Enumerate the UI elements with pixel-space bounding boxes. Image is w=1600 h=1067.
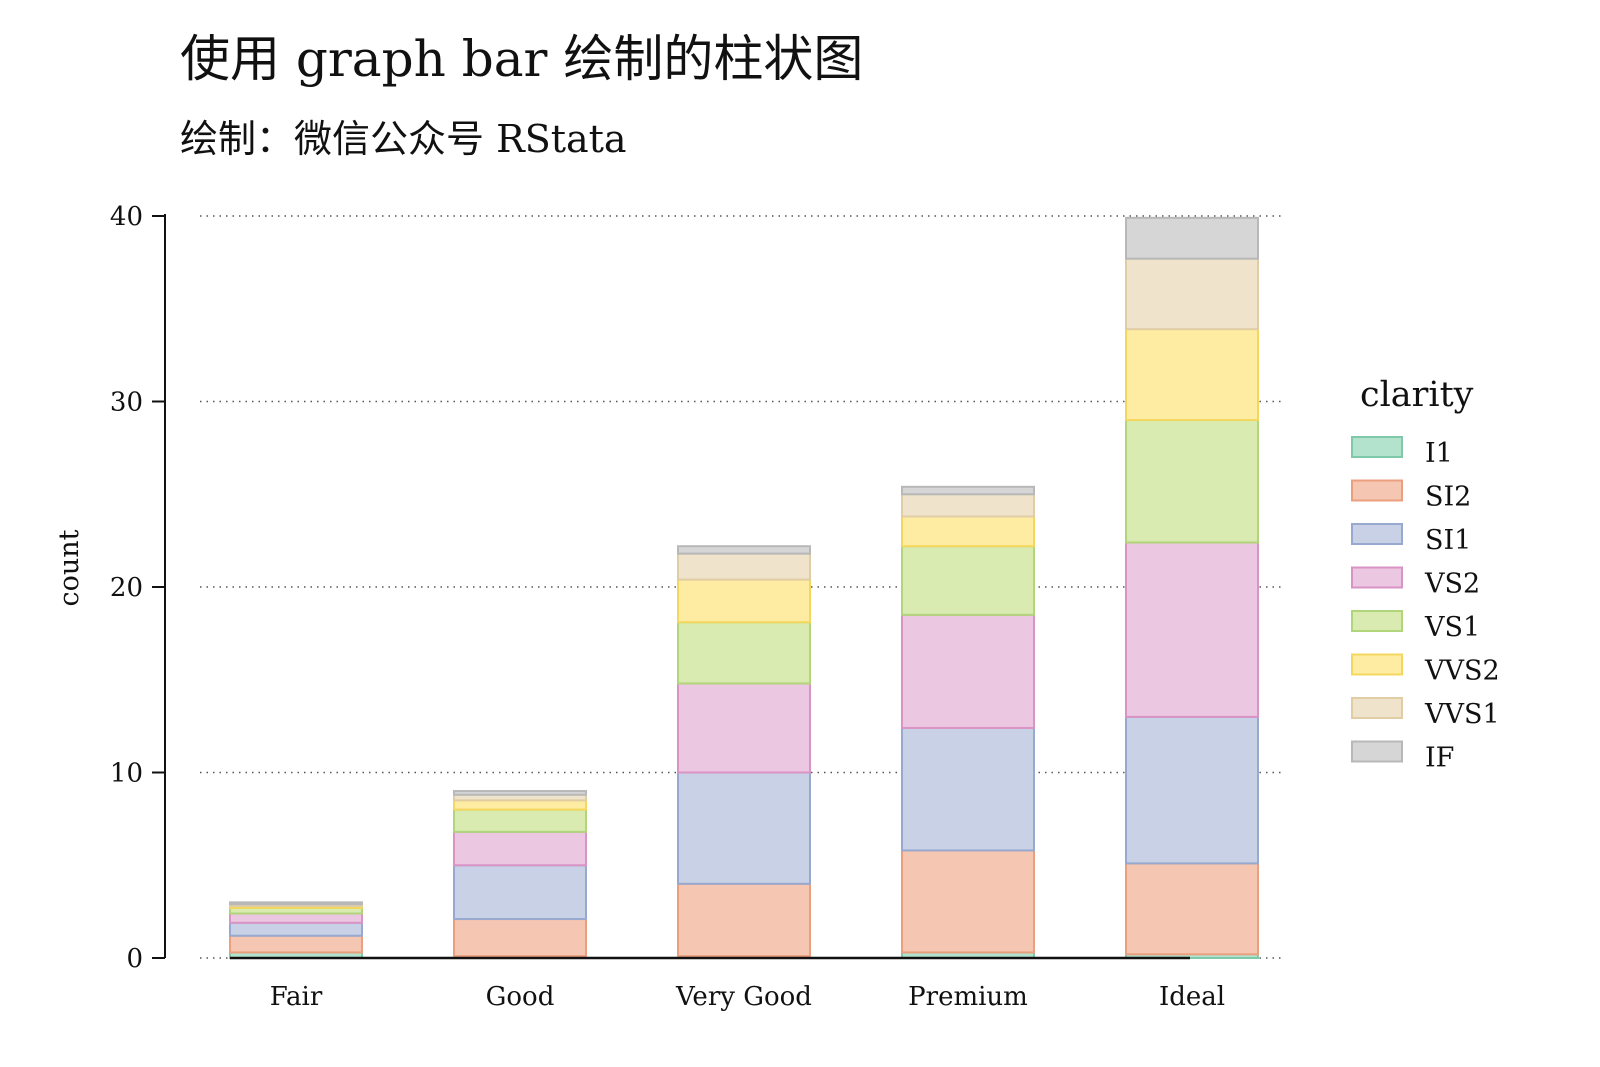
bar-very-good-si1 — [677, 771, 811, 885]
bar-fair-si1 — [229, 921, 363, 937]
legend-swatch-si2 — [1351, 479, 1403, 502]
legend-swatch-vs2 — [1351, 566, 1403, 589]
legend-label-if: IF — [1425, 743, 1454, 774]
bar-premium-vs1 — [901, 545, 1035, 616]
legend-swatch-vvs2 — [1351, 653, 1403, 676]
bar-very-good-vs1 — [677, 621, 811, 685]
bar-ideal-vvs1 — [1125, 257, 1259, 331]
bar-ideal-si2 — [1125, 862, 1259, 956]
bar-fair-si2 — [229, 934, 363, 954]
legend: clarity I1 SI2 SI1 VS2 VS1 VVS2 VVS1 IF — [1351, 375, 1500, 774]
legend-title: clarity — [1360, 375, 1474, 415]
bar-premium-vvs2 — [901, 515, 1035, 548]
x-tick-label-good: Good — [486, 982, 555, 1012]
bar-premium-vvs1 — [901, 493, 1035, 518]
bar-good-if — [453, 790, 587, 796]
y-tick-label-40: 40 — [110, 202, 143, 232]
legend-label-vs1: VS1 — [1424, 612, 1480, 643]
y-tick-label-30: 30 — [110, 388, 143, 418]
bar-very-good-vvs2 — [677, 578, 811, 624]
bar-premium-si1 — [901, 726, 1035, 852]
bars — [229, 216, 1259, 960]
bar-premium-vs2 — [901, 613, 1035, 729]
x-tick-label-premium: Premium — [908, 982, 1028, 1012]
legend-label-si2: SI2 — [1425, 482, 1471, 513]
bar-fair-vs2 — [229, 912, 363, 924]
bar-good-si1 — [453, 864, 587, 921]
bar-very-good-si2 — [677, 882, 811, 958]
bar-very-good-vs2 — [677, 682, 811, 774]
bar-ideal-si1 — [1125, 715, 1259, 865]
legend-label-vvs1: VVS1 — [1424, 699, 1500, 730]
legend-label-vs2: VS2 — [1424, 569, 1480, 600]
bar-premium-si2 — [901, 849, 1035, 954]
y-ticks: 0 10 20 30 40 — [110, 202, 165, 974]
x-tick-label-ideal: Ideal — [1159, 982, 1225, 1012]
bar-premium-if — [901, 485, 1035, 496]
chart-subtitle: 绘制：微信公众号 RStata — [180, 117, 627, 161]
y-tick-label-10: 10 — [110, 759, 143, 789]
legend-label-si1: SI1 — [1425, 525, 1471, 556]
bar-good-si2 — [453, 918, 587, 958]
bar-good-vs2 — [453, 830, 587, 867]
x-tick-label-very-good: Very Good — [675, 982, 812, 1012]
legend-swatch-vs1 — [1351, 610, 1403, 632]
bar-good-vvs2 — [453, 799, 587, 811]
bar-very-good-vvs1 — [677, 552, 811, 581]
legend-swatch-vvs1 — [1351, 697, 1403, 719]
legend-label-vvs2: VVS2 — [1424, 656, 1500, 687]
bar-ideal-if — [1125, 216, 1259, 260]
bar-very-good-if — [677, 545, 811, 555]
bar-fair-if — [229, 901, 363, 906]
y-tick-label-20: 20 — [110, 573, 143, 603]
y-tick-label-0: 0 — [126, 944, 143, 974]
x-tick-label-fair: Fair — [270, 982, 323, 1012]
bar-ideal-vvs2 — [1125, 328, 1259, 422]
x-ticks: Fair Good Very Good Premium Ideal — [270, 982, 1225, 1012]
legend-swatch-i1 — [1351, 436, 1403, 458]
legend-swatch-if — [1351, 740, 1403, 763]
y-axis-title: count — [54, 529, 85, 606]
bar-ideal-vs2 — [1125, 541, 1259, 718]
legend-swatch-si1 — [1351, 523, 1403, 545]
bar-ideal-vs1 — [1125, 419, 1259, 544]
bar-good-vs1 — [453, 808, 587, 833]
chart-title: 使用 graph bar 绘制的柱状图 — [180, 30, 864, 88]
legend-label-i1: I1 — [1425, 438, 1453, 469]
